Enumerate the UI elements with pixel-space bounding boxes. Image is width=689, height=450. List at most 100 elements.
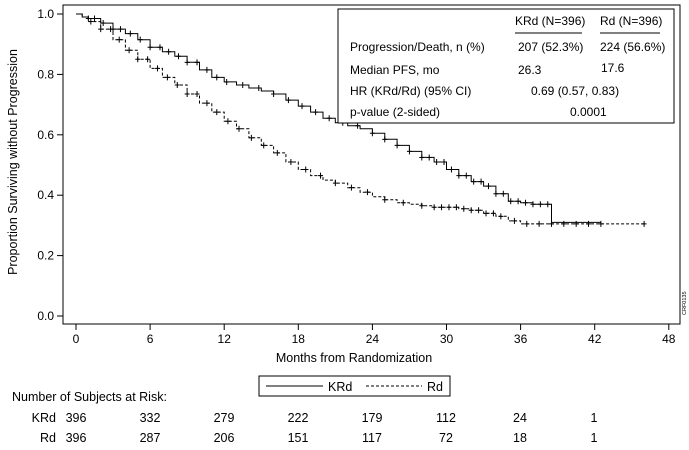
y-axis-title: Proportion Surviving without Progression: [6, 49, 20, 275]
stats-row-rd: 224 (56.6%): [600, 40, 665, 54]
x-axis: 0 6 12 18 24 30 36 42 48: [73, 324, 676, 346]
x-tick-label: 30: [440, 332, 454, 346]
censor-mark-rd: [332, 180, 338, 187]
legend-frame: [258, 375, 451, 397]
censor-mark-rd: [483, 210, 489, 217]
y-tick-label: 0.8: [37, 67, 54, 81]
censor-mark-rd: [108, 26, 114, 33]
at-risk-value: 24: [513, 411, 527, 425]
legend-label-rd: Rd: [427, 380, 443, 394]
censor-mark-krd: [127, 30, 133, 37]
stats-row-label: Progression/Death, n (%): [350, 40, 485, 54]
censor-mark-krd: [382, 136, 388, 143]
censor-mark-krd: [240, 81, 246, 88]
censor-mark-rd: [98, 26, 104, 33]
at-risk-value: 72: [439, 431, 453, 445]
censor-mark-krd: [299, 103, 305, 110]
curve-krd: [76, 13, 601, 223]
censor-mark-krd: [224, 78, 230, 85]
at-risk-value: 179: [362, 411, 383, 425]
at-risk-value: 151: [288, 431, 309, 445]
censor-mark-krd: [157, 44, 163, 51]
x-tick-label: 42: [588, 332, 602, 346]
censor-mark-krd: [285, 97, 291, 104]
censor-mark-krd: [214, 74, 220, 81]
censor-mark-rd: [126, 47, 132, 54]
censor-mark-krd: [448, 166, 454, 173]
censor-mark-rd: [164, 74, 170, 81]
censor-mark-krd: [137, 36, 143, 43]
at-risk-value: 222: [288, 411, 309, 425]
censor-mark-krd: [434, 158, 440, 165]
censor-mark-rd: [586, 220, 592, 227]
at-risk-value: 396: [66, 411, 87, 425]
x-tick-label: 36: [514, 332, 528, 346]
x-tick-label: 18: [292, 332, 306, 346]
at-risk-value: 332: [140, 411, 161, 425]
figure-id: CRF0135: [682, 291, 688, 315]
censor-mark-krd: [369, 130, 375, 137]
stats-header-krd: KRd (N=396): [515, 14, 585, 28]
censor-mark-krd: [478, 178, 484, 185]
x-tick-label: 6: [147, 332, 154, 346]
censor-mark-rd: [641, 220, 647, 227]
at-risk-value: 18: [513, 431, 527, 445]
censor-mark-rd: [288, 158, 294, 165]
censor-mark-rd: [453, 204, 459, 211]
censor-mark-rd: [364, 189, 370, 196]
stats-row-label: p-value (2-sided): [350, 105, 440, 119]
stats-box-frame: [337, 8, 675, 124]
censor-mark-krd: [256, 84, 262, 91]
censor-mark-rd: [274, 149, 280, 156]
censor-mark-rd: [598, 220, 604, 227]
at-risk-value: 206: [214, 431, 235, 445]
censor-mark-rd: [214, 109, 220, 116]
censor-mark-krd: [493, 190, 499, 197]
y-tick-label: 0.6: [37, 128, 54, 142]
censor-mark-rd: [348, 184, 354, 191]
censor-mark-rd: [461, 205, 467, 212]
censor-mark-krd: [463, 172, 469, 179]
censor-mark-rd: [261, 142, 267, 149]
censor-mark-krd: [406, 148, 412, 155]
censor-mark-rd: [204, 100, 210, 107]
censor-mark-krd: [394, 142, 400, 149]
censor-mark-rd: [194, 91, 200, 98]
censor-mark-krd: [271, 91, 277, 98]
censor-mark-krd: [545, 201, 551, 208]
censor-mark-rd: [511, 217, 517, 224]
censor-mark-krd: [500, 190, 506, 197]
censor-mark-rd: [498, 213, 504, 220]
at-risk-value: 279: [214, 411, 235, 425]
stats-row-krd: 207 (52.3%): [518, 40, 583, 54]
censor-mark-krd: [194, 59, 200, 66]
y-tick-label: 0.4: [37, 188, 54, 202]
censor-mark-krd: [441, 158, 447, 165]
censor-mark-rd: [536, 220, 542, 227]
at-risk-value: 287: [140, 431, 161, 445]
y-tick-label: 0.0: [37, 309, 54, 323]
censor-mark-rd: [400, 199, 406, 206]
y-axis: 0.0 0.2 0.4 0.6 0.8 1.0: [37, 7, 63, 323]
censor-mark-krd: [92, 15, 98, 22]
y-tick-label: 1.0: [37, 7, 54, 21]
censor-mark-rd: [446, 204, 452, 211]
censor-mark-rd: [573, 220, 579, 227]
censor-mark-krd: [523, 199, 529, 206]
stats-row-value: 0.0001: [570, 105, 607, 119]
censor-mark-rd: [236, 125, 242, 132]
x-tick-label: 48: [662, 332, 676, 346]
censor-mark-krd: [419, 154, 425, 161]
censor-mark-rd: [145, 56, 151, 63]
censor-mark-rd: [155, 65, 161, 72]
censor-mark-krd: [313, 109, 319, 116]
censor-mark-krd: [100, 20, 106, 27]
censor-mark-krd: [537, 201, 543, 208]
censor-mark-rd: [468, 207, 474, 214]
censor-mark-rd: [431, 204, 437, 211]
censor-mark-krd: [326, 115, 332, 122]
stats-row-value: 0.69 (0.57, 0.83): [531, 84, 619, 98]
legend-label-krd: KRd: [328, 380, 352, 394]
censor-mark-krd: [184, 59, 190, 66]
stats-row-label: HR (KRd/Rd) (95% CI): [350, 84, 471, 98]
